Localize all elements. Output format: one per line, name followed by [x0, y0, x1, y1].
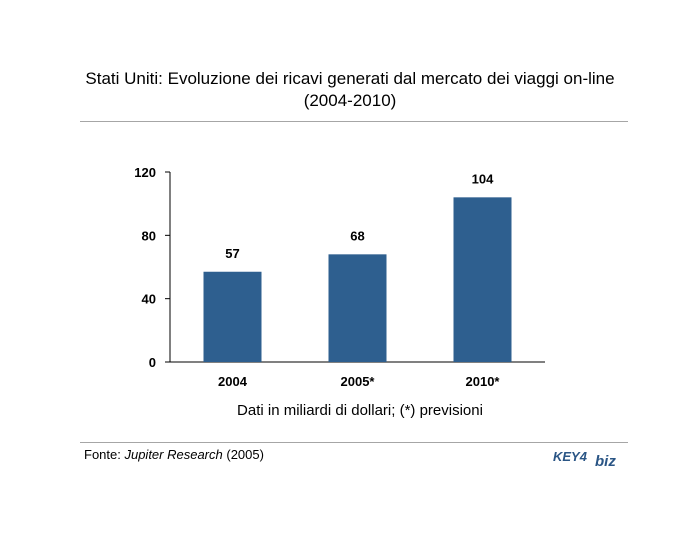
chart-title: Stati Uniti: Evoluzione dei ricavi gener…: [40, 68, 660, 112]
chart-title-line1: Stati Uniti: Evoluzione dei ricavi gener…: [85, 69, 615, 88]
logo-biz: biz: [595, 453, 616, 469]
source-note: Fonte: Jupiter Research (2005): [84, 447, 264, 462]
x-axis-label: Dati in miliardi di dollari; (*) previsi…: [237, 402, 483, 419]
data-label: 57: [225, 246, 239, 261]
y-tick-label: 40: [142, 292, 156, 307]
y-tick-label: 0: [149, 355, 156, 370]
x-tick-label: 2010*: [466, 374, 501, 389]
logo-key4: KEY4: [553, 449, 588, 464]
bar-2005: [328, 254, 387, 362]
y-tick-label: 80: [142, 228, 156, 243]
data-label: 104: [472, 171, 494, 186]
data-label: 68: [350, 228, 364, 243]
x-tick-label: 2005*: [341, 374, 376, 389]
x-tick-label: 2004: [218, 374, 248, 389]
bar-2004: [203, 271, 262, 362]
key4biz-logo: KEY4 biz: [553, 449, 616, 469]
bar-2010: [453, 197, 512, 362]
footer-divider: [80, 442, 628, 443]
bar-chart: 0 40 80 120 57 2004 68 2005* 104 2010*: [134, 165, 545, 389]
chart-title-line2: (2004-2010): [303, 91, 397, 110]
y-tick-label: 120: [134, 165, 156, 180]
source-name: Jupiter Research: [124, 447, 223, 462]
source-prefix: Fonte:: [84, 447, 125, 462]
source-year: (2005): [222, 447, 264, 462]
title-divider: [80, 121, 628, 122]
